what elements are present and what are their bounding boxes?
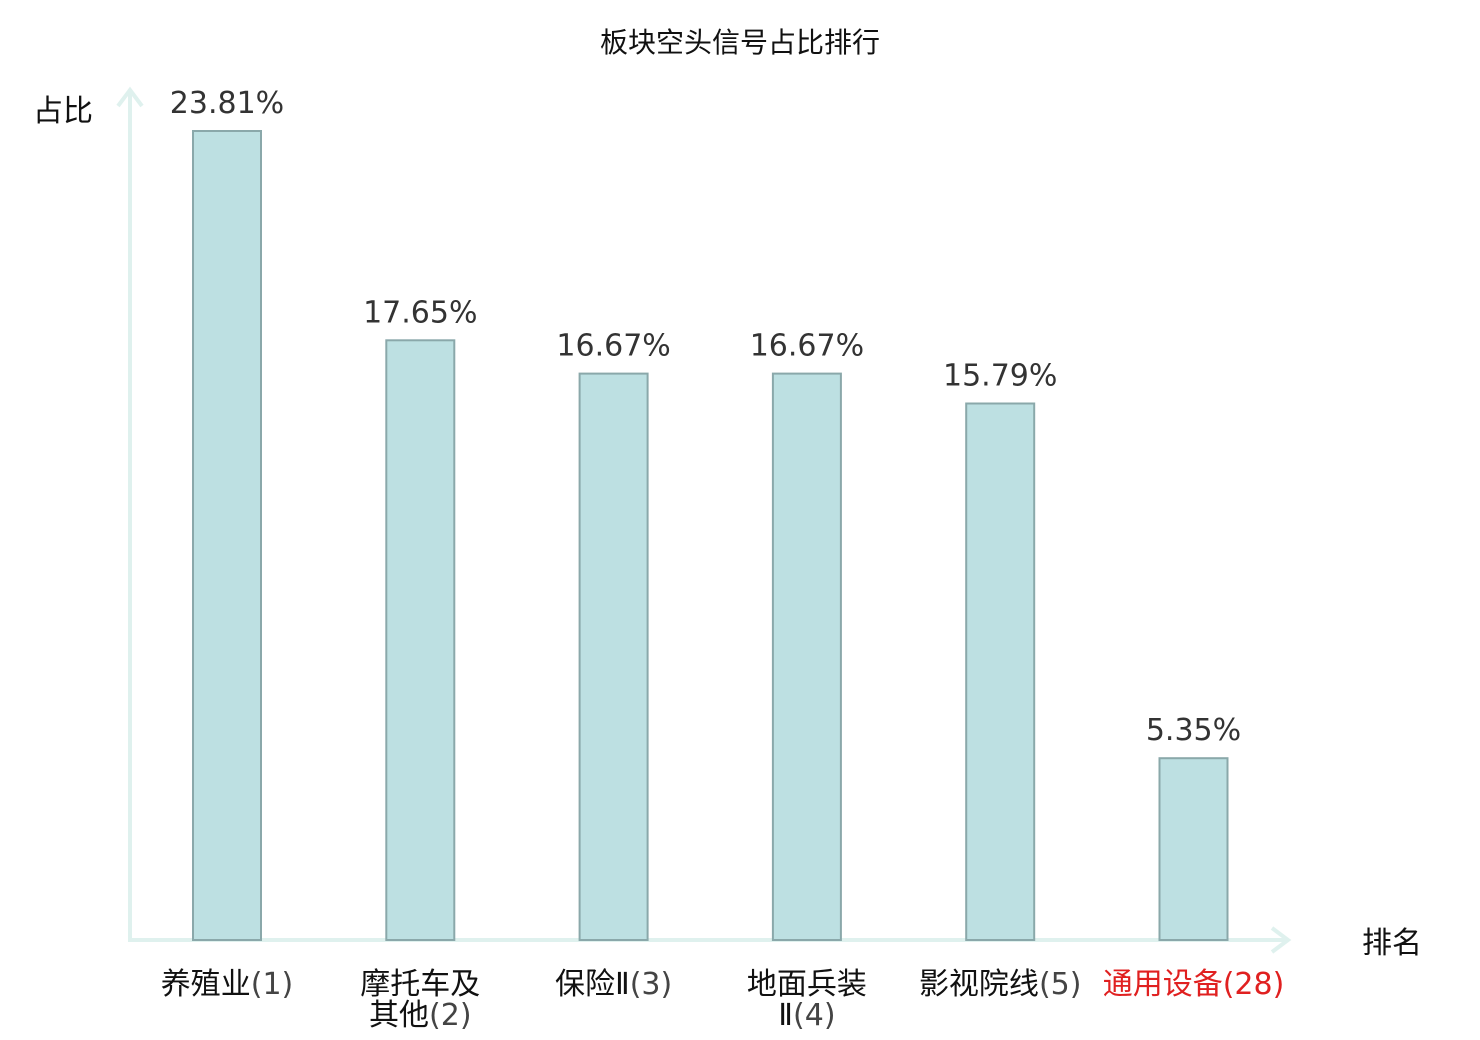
value-label-5: 15.79% — [943, 359, 1057, 394]
bars-group — [192, 130, 1229, 942]
category-label-4: 地面兵装 Ⅱ(4) — [747, 967, 867, 1033]
category-label-6: 通用设备(28) — [1103, 967, 1285, 1002]
x-axis-arrow — [1270, 926, 1292, 954]
category-label-6-line-1: 通用设备 — [1103, 967, 1223, 1002]
category-rank-1: (1) — [251, 967, 294, 1002]
category-labels-group: 养殖业(1) 摩托车及其他(2) 保险Ⅱ(3) 地面兵装 Ⅱ(4) 影视院线(5) 通用设备… — [161, 967, 1285, 1033]
category-label-5: 影视院线(5) — [919, 967, 1081, 1002]
category-label-3-line-1: 保险Ⅱ — [555, 967, 630, 1002]
category-rank-5: (5) — [1039, 967, 1082, 1002]
y-axis-arrow — [116, 86, 144, 108]
y-axis-label: 占比 — [33, 94, 93, 129]
bar-6 — [1158, 757, 1229, 942]
category-label-2-line-1: 摩托车及 — [360, 967, 480, 1002]
category-label-5-line-1: 影视院线 — [919, 967, 1039, 1002]
bar-1 — [192, 130, 262, 941]
value-label-3: 16.67% — [556, 329, 670, 364]
category-label-2: 摩托车及其他(2) — [360, 967, 480, 1033]
value-label-6: 5.35% — [1146, 713, 1241, 748]
category-label-2-line-2: 其他 — [369, 998, 429, 1033]
category-rank-2: (2) — [429, 998, 472, 1033]
category-rank-6: (28) — [1223, 967, 1285, 1002]
bar-4 — [771, 372, 842, 942]
category-label-4-line-1: 地面兵装 — [747, 967, 867, 1002]
category-rank-3: (3) — [630, 967, 673, 1002]
value-label-2: 17.65% — [363, 295, 477, 330]
chart-title: 板块空头信号占比排行 — [600, 26, 880, 59]
value-label-4: 16.67% — [750, 329, 864, 364]
category-label-1: 养殖业(1) — [161, 967, 294, 1002]
category-rank-4: (4) — [793, 998, 836, 1033]
bar-5 — [965, 402, 1036, 941]
bar-2 — [385, 339, 456, 941]
value-labels-group: 23.81% 17.65% 16.67% 16.67% 15.79% 5.35% — [170, 86, 1241, 748]
bar-3 — [578, 372, 649, 942]
category-label-1-line-1: 养殖业 — [161, 967, 251, 1002]
value-label-1: 23.81% — [170, 86, 284, 121]
category-label-3: 保险Ⅱ(3) — [555, 967, 672, 1002]
x-axis-label: 排名 — [1362, 926, 1422, 961]
category-label-4-line-2: Ⅱ — [778, 998, 793, 1033]
